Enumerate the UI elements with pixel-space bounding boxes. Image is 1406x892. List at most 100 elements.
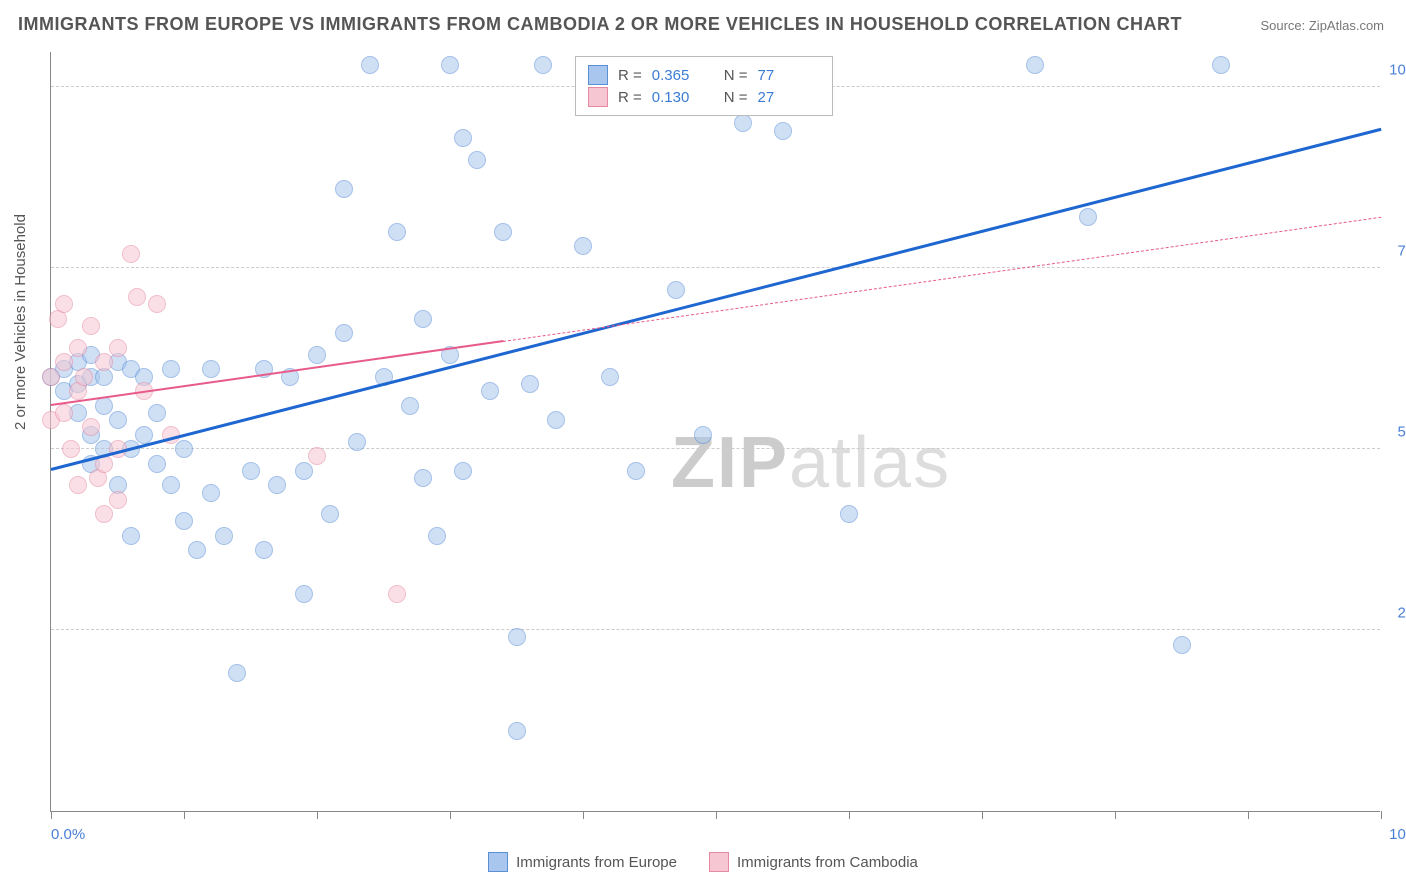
data-point xyxy=(175,440,193,458)
legend-label: Immigrants from Europe xyxy=(516,854,677,871)
legend-n-value: 27 xyxy=(758,89,802,106)
data-point xyxy=(148,455,166,473)
data-point xyxy=(454,129,472,147)
data-point xyxy=(494,223,512,241)
data-point xyxy=(202,360,220,378)
legend-item: Immigrants from Cambodia xyxy=(709,852,918,872)
legend-swatch xyxy=(588,65,608,85)
data-point xyxy=(162,476,180,494)
data-point xyxy=(1079,208,1097,226)
data-point xyxy=(361,56,379,74)
data-point xyxy=(774,122,792,140)
data-point xyxy=(215,527,233,545)
data-point xyxy=(308,447,326,465)
data-point xyxy=(734,114,752,132)
x-tick xyxy=(716,811,717,819)
data-point xyxy=(295,585,313,603)
data-point xyxy=(69,339,87,357)
data-point xyxy=(82,418,100,436)
legend-item: Immigrants from Europe xyxy=(488,852,677,872)
data-point xyxy=(188,541,206,559)
data-point xyxy=(840,505,858,523)
plot-area: ZIPatlas 25.0%50.0%75.0%100.0%0.0%100.0% xyxy=(50,52,1380,812)
data-point xyxy=(308,346,326,364)
data-point xyxy=(202,484,220,502)
legend-r-value: 0.365 xyxy=(652,67,696,84)
trend-line xyxy=(503,216,1381,341)
data-point xyxy=(148,295,166,313)
data-point xyxy=(175,512,193,530)
watermark: ZIPatlas xyxy=(671,422,951,504)
data-point xyxy=(401,397,419,415)
legend-r-label: R = xyxy=(618,67,642,84)
data-point xyxy=(95,353,113,371)
data-point xyxy=(55,404,73,422)
data-point xyxy=(574,237,592,255)
data-point xyxy=(348,433,366,451)
data-point xyxy=(667,281,685,299)
y-tick-label: 50.0% xyxy=(1397,424,1406,441)
data-point xyxy=(388,585,406,603)
data-point xyxy=(69,476,87,494)
data-point xyxy=(255,541,273,559)
x-tick xyxy=(849,811,850,819)
data-point xyxy=(521,375,539,393)
data-point xyxy=(627,462,645,480)
data-point xyxy=(601,368,619,386)
data-point xyxy=(694,426,712,444)
legend-swatch xyxy=(709,852,729,872)
gridline xyxy=(51,629,1380,630)
gridline xyxy=(51,267,1380,268)
data-point xyxy=(321,505,339,523)
legend-swatch xyxy=(588,87,608,107)
legend-r-label: R = xyxy=(618,89,642,106)
x-tick xyxy=(1248,811,1249,819)
x-tick xyxy=(982,811,983,819)
x-tick xyxy=(51,811,52,819)
x-tick xyxy=(450,811,451,819)
data-point xyxy=(109,339,127,357)
x-tick-label: 100.0% xyxy=(1389,826,1406,843)
data-point xyxy=(55,295,73,313)
data-point xyxy=(55,353,73,371)
data-point xyxy=(1173,636,1191,654)
source-label: Source: ZipAtlas.com xyxy=(1260,18,1384,33)
data-point xyxy=(109,411,127,429)
data-point xyxy=(242,462,260,480)
data-point xyxy=(508,628,526,646)
x-tick xyxy=(1381,811,1382,819)
legend-n-label: N = xyxy=(724,89,748,106)
legend-top: R =0.365N =77R =0.130N =27 xyxy=(575,56,833,116)
gridline xyxy=(51,448,1380,449)
data-point xyxy=(481,382,499,400)
data-point xyxy=(148,404,166,422)
legend-r-value: 0.130 xyxy=(652,89,696,106)
legend-bottom: Immigrants from Europe Immigrants from Ca… xyxy=(0,852,1406,876)
y-tick-label: 75.0% xyxy=(1397,243,1406,260)
legend-swatch xyxy=(488,852,508,872)
x-tick xyxy=(184,811,185,819)
data-point xyxy=(428,527,446,545)
data-point xyxy=(414,310,432,328)
data-point xyxy=(62,440,80,458)
data-point xyxy=(109,491,127,509)
data-point xyxy=(228,664,246,682)
data-point xyxy=(122,527,140,545)
data-point xyxy=(162,360,180,378)
chart-title: IMMIGRANTS FROM EUROPE VS IMMIGRANTS FRO… xyxy=(18,14,1182,35)
x-tick xyxy=(583,811,584,819)
y-tick-label: 100.0% xyxy=(1389,62,1406,79)
data-point xyxy=(1026,56,1044,74)
data-point xyxy=(1212,56,1230,74)
data-point xyxy=(75,368,93,386)
data-point xyxy=(295,462,313,480)
data-point xyxy=(128,288,146,306)
data-point xyxy=(95,505,113,523)
data-point xyxy=(454,462,472,480)
data-point xyxy=(547,411,565,429)
y-axis-label: 2 or more Vehicles in Household xyxy=(12,214,29,430)
legend-row: R = 0.130 N = 27 xyxy=(588,87,820,107)
data-point xyxy=(388,223,406,241)
legend-row: R =0.365N =77 xyxy=(588,65,820,85)
data-point xyxy=(335,180,353,198)
